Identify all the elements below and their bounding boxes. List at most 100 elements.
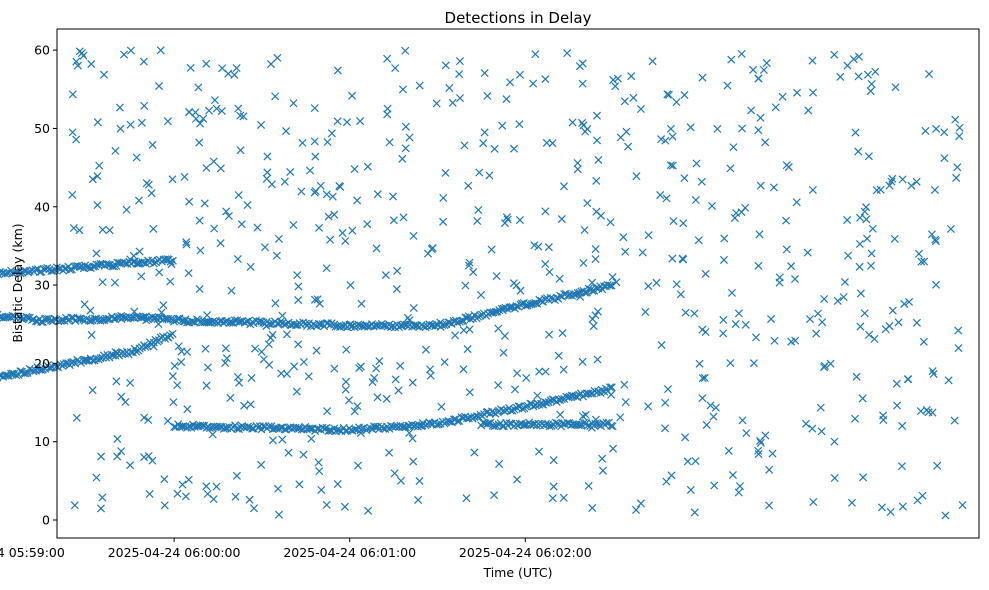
detection-marker [68,128,77,137]
detection-marker [515,120,524,129]
detection-marker [307,424,316,433]
detection-marker [180,317,189,326]
detection-marker [160,501,169,510]
detection-marker [768,449,777,458]
detection-marker [940,128,949,137]
detection-marker [484,419,493,428]
detection-marker [126,461,135,470]
detection-marker [521,402,530,411]
detection-marker [195,216,204,225]
detection-marker [298,138,307,147]
detection-marker [607,383,616,392]
detection-marker [863,234,872,243]
detection-marker [401,46,410,55]
detection-marker [257,120,266,129]
detection-marker [669,217,678,226]
detection-marker [505,419,514,428]
detection-marker [856,289,865,298]
detection-marker [368,378,377,387]
detection-marker [620,380,629,389]
detection-marker [697,177,706,186]
detection-marker [233,372,242,382]
detection-marker [415,421,424,430]
detection-marker [341,377,350,386]
detection-marker [503,215,512,224]
detection-marker [820,363,829,372]
detection-marker [592,207,601,216]
y-axis-label: Bistatic Delay (km) [10,223,25,342]
detection-marker [867,80,876,89]
detection-marker [68,190,77,199]
detection-marker [163,117,172,126]
detection-marker [864,152,873,161]
detection-marker [273,53,282,62]
detection-marker [227,318,236,327]
detection-marker [593,355,602,364]
detection-marker [898,421,907,430]
detection-marker [547,421,556,430]
detection-marker [770,336,779,345]
detection-marker [754,450,763,459]
detection-marker [86,316,95,325]
detection-marker [932,280,941,289]
detection-marker [548,494,557,503]
detection-marker [221,358,230,367]
detection-marker [483,91,492,100]
detection-marker [75,226,84,235]
detection-marker [862,215,871,224]
detection-marker [453,318,462,327]
detection-marker [143,342,152,351]
detection-marker [735,482,744,491]
detection-marker [954,344,963,353]
detection-marker [245,495,254,504]
detection-marker [727,288,736,297]
detection-marker [951,115,960,124]
detection-marker [663,385,672,394]
detection-marker [415,81,424,90]
detection-marker [598,466,607,475]
detection-marker [286,167,295,177]
detection-marker [851,128,860,137]
detection-marker [701,269,710,278]
detection-marker [535,367,544,376]
detection-marker [741,320,750,329]
detection-marker [900,299,909,308]
detection-marker [808,424,817,433]
detection-marker [182,240,191,249]
detection-marker [676,290,685,299]
detection-marker [686,485,695,494]
detection-marker [681,433,690,442]
detection-marker [894,318,903,327]
detection-marker [409,457,418,466]
detection-marker [322,500,331,509]
detection-marker [707,201,717,210]
detection-marker [470,448,479,457]
plot-frame [56,28,980,539]
detection-marker [243,422,252,431]
detection-marker [346,281,355,290]
detection-marker [95,161,104,170]
detection-marker [616,133,625,142]
detection-marker [451,331,460,340]
detection-marker [855,213,865,222]
detection-marker [522,373,531,383]
detection-marker [305,424,314,433]
detection-marker [749,65,758,74]
detection-marker [897,462,906,471]
detection-marker [330,210,339,219]
detection-marker [559,493,568,502]
detection-marker [335,181,344,190]
detection-marker [316,320,325,329]
detection-marker [418,421,427,430]
detection-marker [396,361,405,370]
detection-marker [568,118,577,127]
detection-marker [357,299,366,308]
detection-marker [92,314,101,323]
detection-marker [666,161,675,170]
detection-marker [266,60,276,69]
detection-marker [517,299,526,308]
detection-marker [928,408,937,417]
detection-marker [492,421,501,430]
detection-marker [37,317,46,326]
detection-marker [620,97,629,106]
